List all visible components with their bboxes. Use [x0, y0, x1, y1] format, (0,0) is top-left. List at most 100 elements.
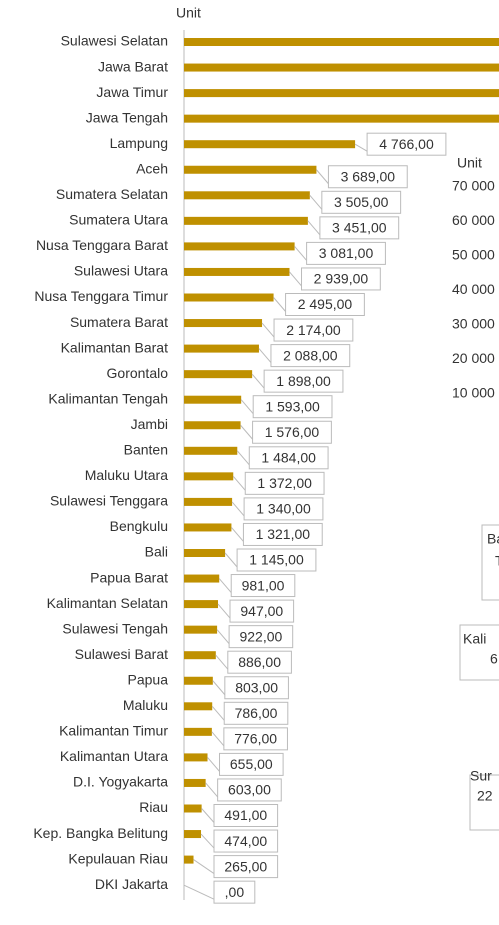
category-label: Aceh — [136, 160, 168, 176]
leader-line — [316, 169, 329, 185]
category-label: Bengkulu — [110, 518, 168, 534]
annotation: Sur — [470, 768, 492, 784]
label-box — [213, 829, 279, 853]
bar — [184, 625, 218, 634]
category-label: Sumatera Utara — [69, 212, 168, 228]
label-box — [223, 701, 289, 725]
label-box — [213, 804, 279, 827]
category-label: Gorontalo — [107, 365, 169, 381]
category-label: DKI Jakarta — [95, 876, 168, 892]
category-label: Sulawesi Selatan — [61, 33, 168, 49]
y-axis-label: Unit — [457, 155, 482, 171]
category-label: Riau — [139, 799, 168, 815]
label-box — [252, 420, 332, 444]
bar — [184, 804, 202, 813]
bar — [184, 702, 213, 711]
label-box — [270, 344, 351, 368]
value-label: 2 939,00 — [314, 271, 369, 287]
bar — [184, 242, 295, 251]
y-tick-label: 50 000 — [452, 247, 495, 263]
bar — [184, 89, 499, 98]
bar — [184, 446, 238, 455]
bar — [184, 421, 241, 430]
y-tick-label: 70 000 — [452, 178, 495, 194]
label-box — [213, 855, 279, 879]
value-label: 922,00 — [239, 628, 282, 644]
bar — [184, 191, 310, 200]
category-label: Jambi — [131, 416, 168, 432]
category-label: Kalimantan Utara — [60, 748, 168, 764]
bar — [184, 370, 253, 379]
category-label: Kalimantan Tengah — [48, 390, 168, 406]
bar — [184, 216, 308, 225]
category-label: Nusa Tenggara Timur — [34, 288, 168, 304]
category-label: Maluku Utara — [85, 467, 168, 483]
label-box — [227, 650, 292, 674]
bar — [184, 114, 499, 123]
label-box — [228, 625, 294, 649]
bar — [184, 753, 208, 762]
value-label: 1 576,00 — [265, 424, 320, 440]
bar — [184, 574, 220, 583]
annotation: 6 — [490, 651, 498, 667]
value-label: 776,00 — [234, 731, 277, 747]
leader-line — [307, 220, 321, 236]
leader-line — [183, 884, 215, 900]
bar — [184, 319, 263, 328]
value-label: 1 372,00 — [257, 475, 312, 491]
bar — [184, 523, 232, 532]
value-label: 947,00 — [240, 603, 283, 619]
leader-line — [201, 808, 215, 823]
category-label: Sulawesi Barat — [75, 646, 168, 662]
bar — [184, 267, 290, 276]
value-label: 1 898,00 — [276, 373, 331, 389]
bar — [184, 830, 202, 839]
category-label: Sumatera Selatan — [56, 186, 168, 202]
bar — [184, 63, 499, 72]
label-box — [219, 752, 284, 776]
category-label: Maluku — [123, 697, 168, 713]
bar — [184, 165, 317, 174]
value-label: 886,00 — [238, 654, 281, 670]
leader-line — [258, 348, 272, 363]
label-box — [321, 190, 402, 214]
leader-line — [251, 373, 265, 389]
bar — [184, 727, 212, 736]
annotation-box — [481, 524, 499, 601]
value-label: 2 495,00 — [298, 296, 353, 312]
value-label: 2 088,00 — [283, 347, 338, 363]
label-box — [242, 522, 323, 546]
bar — [184, 855, 194, 864]
value-label: ,00 — [225, 884, 245, 900]
category-label: Kalimantan Selatan — [47, 595, 168, 611]
value-label: 265,00 — [224, 858, 267, 874]
label-box — [248, 446, 329, 470]
annotation-box — [469, 774, 499, 831]
value-label: 3 451,00 — [332, 220, 387, 236]
leader-line — [240, 399, 254, 415]
value-label: 786,00 — [235, 705, 278, 721]
label-box — [236, 548, 317, 572]
bar — [184, 395, 242, 404]
category-label: Nusa Tenggara Barat — [36, 237, 168, 253]
y-tick-label: 60 000 — [452, 212, 495, 228]
category-label: D.I. Yogyakarta — [73, 774, 168, 790]
value-label: 3 505,00 — [334, 194, 389, 210]
leader-line — [207, 757, 220, 772]
bar — [184, 497, 233, 506]
value-label: 603,00 — [228, 782, 271, 798]
value-label: 1 145,00 — [249, 552, 304, 568]
value-label: 1 340,00 — [256, 501, 311, 517]
value-label: 474,00 — [224, 833, 267, 849]
value-label: 981,00 — [242, 577, 285, 593]
category-label: Sulawesi Tenggara — [50, 493, 168, 509]
label-box — [273, 318, 354, 342]
label-box — [224, 676, 289, 700]
y-tick-label: 40 000 — [452, 281, 495, 297]
label-box — [263, 369, 344, 393]
leader-line — [354, 143, 368, 152]
category-label: Lampung — [110, 135, 168, 151]
leader-line — [211, 731, 225, 747]
leader-line — [205, 782, 219, 798]
x-axis-label: Unit — [176, 5, 201, 21]
